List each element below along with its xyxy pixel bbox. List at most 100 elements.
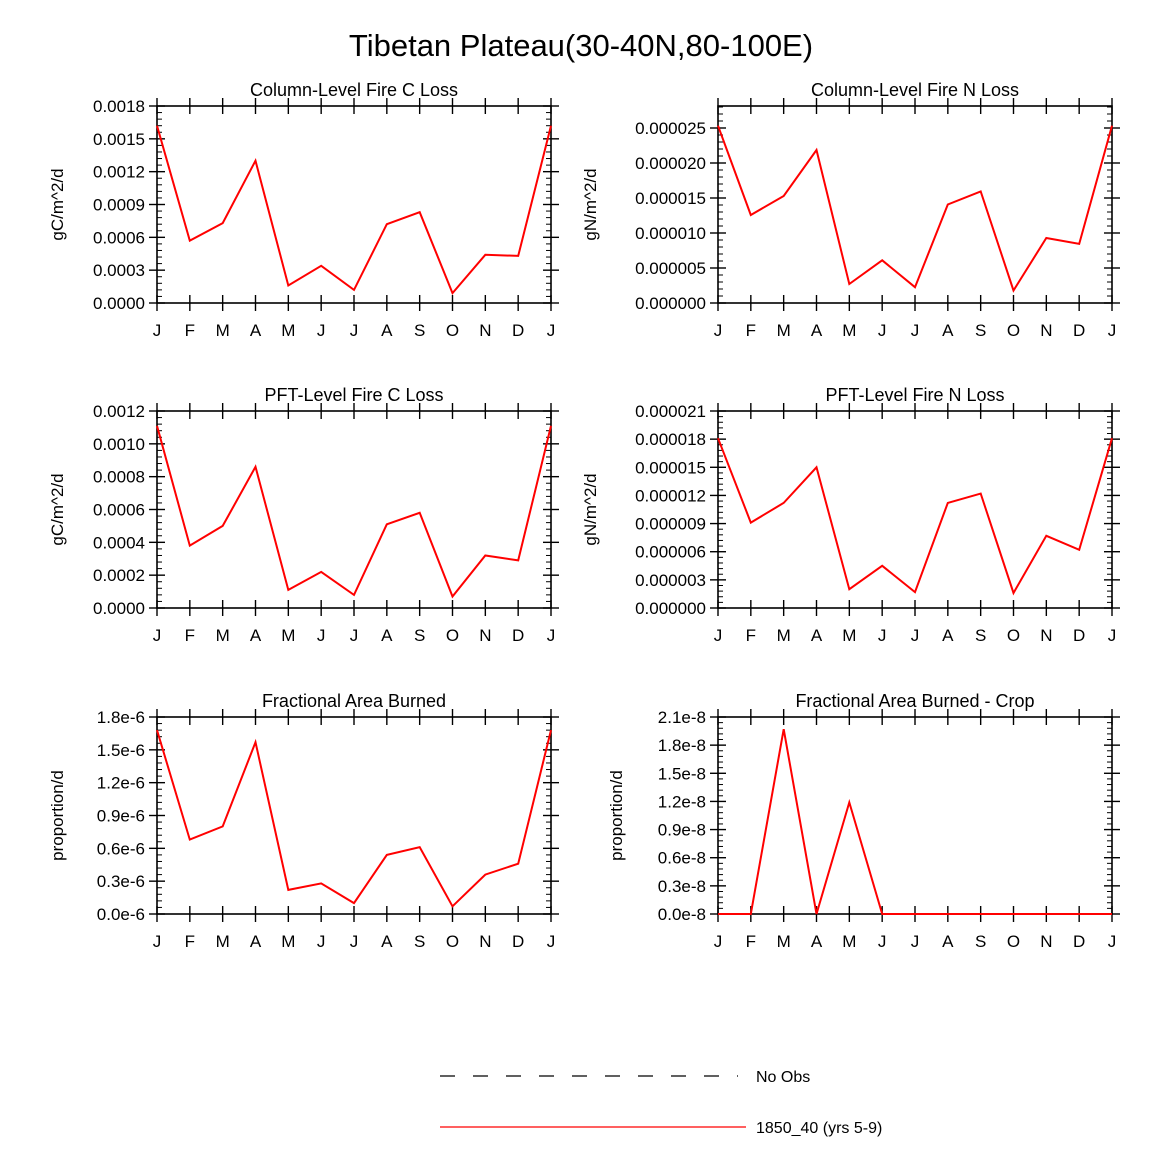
x-tick-label: A	[381, 626, 393, 645]
x-tick-label: J	[317, 321, 326, 340]
x-tick-label: J	[350, 626, 359, 645]
x-tick-label: J	[317, 932, 326, 951]
y-tick-label: 0.0006	[93, 501, 145, 520]
y-axis-label: proportion/d	[48, 770, 67, 861]
y-tick-label: 0.3e-6	[97, 872, 145, 891]
x-tick-label: O	[1007, 626, 1020, 645]
x-tick-label: J	[714, 321, 723, 340]
y-tick-label: 1.5e-8	[658, 764, 706, 783]
plot-frame	[717, 410, 1113, 609]
y-tick-label: 0.000018	[635, 430, 706, 449]
x-tick-label: N	[1040, 932, 1052, 951]
y-axis-label: gN/m^2/d	[581, 473, 600, 545]
x-tick-label: J	[911, 626, 920, 645]
plot-frame	[717, 716, 1113, 915]
y-tick-label: 0.0009	[93, 196, 145, 215]
legend-entry-model: 1850_40 (yrs 5-9)	[440, 1120, 882, 1137]
y-tick-label: 2.1e-8	[658, 708, 706, 727]
y-tick-label: 0.000012	[635, 486, 706, 505]
x-tick-label: J	[1108, 932, 1117, 951]
y-tick-label: 0.9e-6	[97, 807, 145, 826]
x-tick-label: J	[911, 932, 920, 951]
legend-label-no-obs: No Obs	[756, 1069, 810, 1086]
panel-grid: Column-Level Fire C Loss gC/m^2/d 0.0000 0.…	[48, 80, 1120, 951]
x-tick-label: A	[381, 932, 393, 951]
x-tick-label: D	[512, 626, 524, 645]
x-tick-label: A	[250, 321, 262, 340]
y-tick-label: 0.000000	[635, 294, 706, 313]
series-line	[717, 125, 1113, 293]
x-tick-label: S	[414, 932, 425, 951]
y-tick-label: 1.8e-8	[658, 736, 706, 755]
y-tick-label: 0.000006	[635, 543, 706, 562]
y-tick-label: 0.0000	[93, 294, 145, 313]
x-tick-label: A	[811, 626, 823, 645]
x-tick-label: O	[1007, 932, 1020, 951]
x-tick-label: F	[185, 626, 195, 645]
x-tick-label: D	[1073, 626, 1085, 645]
x-tick-label: M	[216, 626, 230, 645]
series-line	[718, 729, 1112, 915]
y-tick-label: 0.6e-6	[97, 839, 145, 858]
x-tick-label: A	[811, 321, 823, 340]
series-line	[156, 425, 552, 599]
x-tick-label: J	[911, 321, 920, 340]
x-tick-label: S	[975, 321, 986, 340]
x-tick-label: A	[811, 932, 823, 951]
x-tick-label: N	[479, 932, 491, 951]
y-tick-label: 0.000025	[635, 119, 706, 138]
legend-entry-no-obs: No Obs	[440, 1069, 810, 1086]
panel-title: PFT-Level Fire N Loss	[825, 385, 1004, 405]
x-tick-label: F	[185, 321, 195, 340]
x-tick-label: N	[479, 321, 491, 340]
series-line	[156, 729, 552, 908]
x-tick-label: N	[479, 626, 491, 645]
x-tick-label: A	[250, 932, 262, 951]
panel-title: Fractional Area Burned - Crop	[795, 691, 1034, 711]
y-tick-label: 0.0012	[93, 402, 145, 421]
legend-label-model: 1850_40 (yrs 5-9)	[756, 1120, 882, 1137]
panel-6: Fractional Area Burned - Crop proportion/…	[607, 691, 1120, 951]
y-tick-label: 0.000015	[635, 458, 706, 477]
x-tick-label: M	[216, 932, 230, 951]
y-tick-label: 0.0002	[93, 566, 145, 585]
x-tick-label: M	[777, 626, 791, 645]
y-tick-label: 1.2e-6	[97, 774, 145, 793]
x-tick-label: M	[842, 321, 856, 340]
x-tick-label: J	[153, 321, 162, 340]
x-tick-label: J	[878, 932, 887, 951]
y-tick-label: 0.0e-6	[97, 905, 145, 924]
x-tick-label: M	[777, 932, 791, 951]
x-tick-label: J	[878, 321, 887, 340]
x-tick-label: A	[381, 321, 393, 340]
y-axis-label: gC/m^2/d	[48, 168, 67, 240]
plot-frame	[156, 410, 552, 609]
plot-frame	[717, 105, 1113, 304]
panel-5: Fractional Area Burned proportion/d 0.0e-6…	[48, 691, 559, 951]
panel-title: Column-Level Fire C Loss	[250, 80, 458, 100]
x-tick-label: J	[714, 626, 723, 645]
x-tick-label: N	[1040, 626, 1052, 645]
y-tick-label: 0.000010	[635, 224, 706, 243]
panel-1: Column-Level Fire C Loss gC/m^2/d 0.0000 0.…	[48, 80, 559, 340]
x-tick-label: D	[512, 321, 524, 340]
x-tick-label: M	[281, 321, 295, 340]
x-tick-label: J	[350, 932, 359, 951]
x-tick-label: A	[250, 626, 262, 645]
y-tick-label: 0.0018	[93, 97, 145, 116]
y-tick-label: 1.5e-6	[97, 741, 145, 760]
y-tick-label: 0.0015	[93, 130, 145, 149]
y-tick-label: 0.000021	[635, 402, 706, 421]
y-tick-label: 0.000003	[635, 571, 706, 590]
x-tick-label: O	[446, 932, 459, 951]
legend: No Obs 1850_40 (yrs 5-9)	[440, 1069, 882, 1137]
panel-title: PFT-Level Fire C Loss	[264, 385, 443, 405]
x-tick-label: S	[975, 626, 986, 645]
x-tick-label: J	[153, 932, 162, 951]
panel-title: Column-Level Fire N Loss	[811, 80, 1019, 100]
y-tick-label: 0.000005	[635, 259, 706, 278]
x-tick-label: S	[975, 932, 986, 951]
panel-title: Fractional Area Burned	[262, 691, 446, 711]
x-tick-label: F	[746, 626, 756, 645]
